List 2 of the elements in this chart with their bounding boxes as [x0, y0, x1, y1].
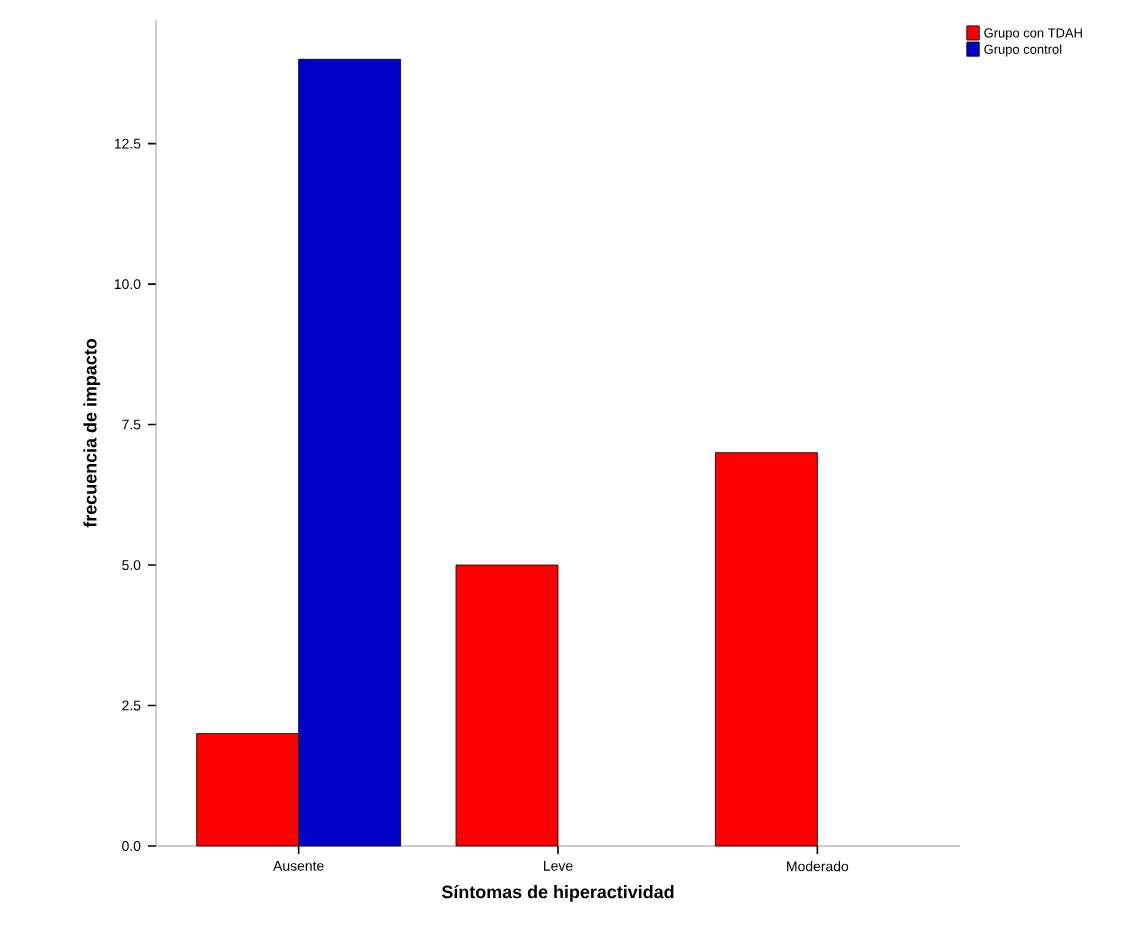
y-axis-title: frecuencia de impacto — [83, 339, 101, 528]
x-axis-title: Síntomas de hiperactividad — [441, 884, 674, 902]
